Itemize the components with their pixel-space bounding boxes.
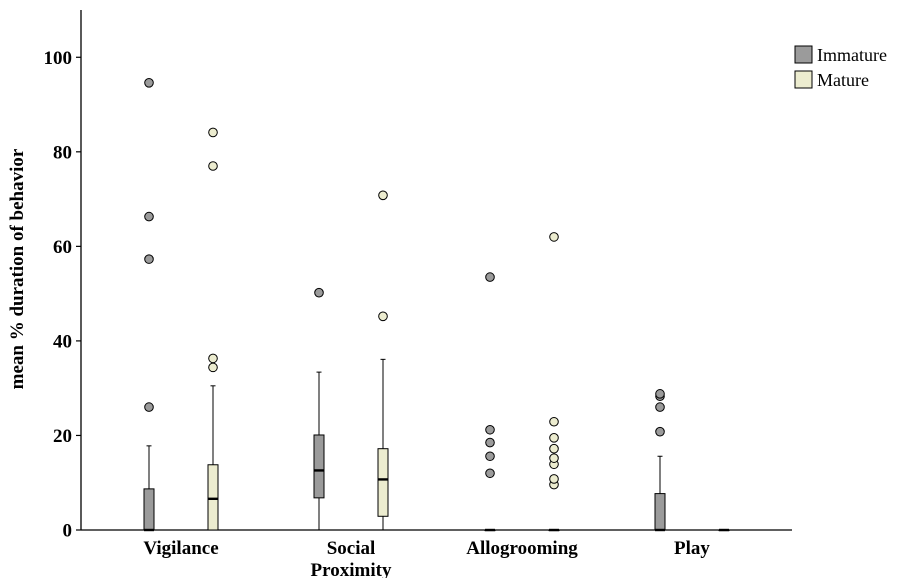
outlier-point	[208, 127, 218, 138]
y-axis-title: mean % duration of behavior	[7, 148, 28, 389]
x-tick-label: Vigilance	[143, 538, 218, 559]
outlier-point	[208, 353, 218, 364]
x-tick-label: Social	[327, 538, 376, 559]
legend-swatch	[794, 70, 813, 89]
box-body	[313, 434, 325, 499]
box-mature-1	[377, 190, 389, 530]
outlier-point	[485, 424, 495, 435]
box-mature-3	[718, 528, 730, 532]
legend: Immature Mature	[794, 45, 887, 90]
outlier-point	[485, 451, 495, 462]
box-body	[143, 488, 155, 531]
outlier-point	[549, 474, 559, 484]
outlier-point	[208, 362, 218, 373]
box-immature-3	[654, 389, 666, 532]
outlier-point	[549, 443, 559, 454]
box-immature-1	[313, 287, 325, 530]
outlier-point	[144, 254, 154, 264]
y-tick-label: 20	[53, 426, 72, 447]
x-tick-label: Proximity	[311, 560, 392, 578]
outlier-point	[144, 402, 154, 412]
outlier-point	[655, 402, 665, 412]
outlier-point	[549, 232, 559, 242]
outlier-point	[549, 416, 559, 427]
y-tick-label: 80	[53, 142, 72, 163]
box-immature-2	[484, 272, 496, 532]
outlier-point	[144, 78, 154, 88]
y-tick-label: 100	[44, 48, 73, 69]
y-tick-label: 40	[53, 331, 72, 352]
legend-swatch	[794, 45, 813, 64]
outlier-point	[485, 272, 495, 282]
outlier-point	[378, 190, 388, 201]
box-immature-0	[143, 78, 155, 532]
outlier-point	[208, 161, 218, 171]
outlier-point	[378, 311, 388, 322]
legend-label: Immature	[817, 45, 887, 65]
outlier-point	[485, 437, 495, 448]
box-mature-2	[548, 232, 560, 532]
outlier-point	[485, 468, 495, 479]
outlier-point	[314, 287, 324, 298]
outlier-point	[144, 211, 154, 222]
y-ticks: 0 20 40 60 80 100	[44, 48, 81, 542]
x-tick-label: Allogrooming	[466, 538, 578, 559]
outlier-point	[655, 426, 665, 437]
box-body	[377, 448, 389, 517]
y-tick-label: 0	[63, 521, 73, 542]
boxes	[143, 78, 730, 532]
y-tick-label: 60	[53, 237, 72, 258]
x-tick-label: Play	[674, 538, 710, 559]
outlier-point	[549, 453, 559, 463]
legend-label: Mature	[817, 70, 869, 90]
outlier-point	[655, 389, 665, 399]
outlier-point	[549, 433, 559, 443]
box-mature-0	[207, 127, 219, 531]
box-body	[207, 464, 219, 531]
box-body	[654, 493, 666, 531]
